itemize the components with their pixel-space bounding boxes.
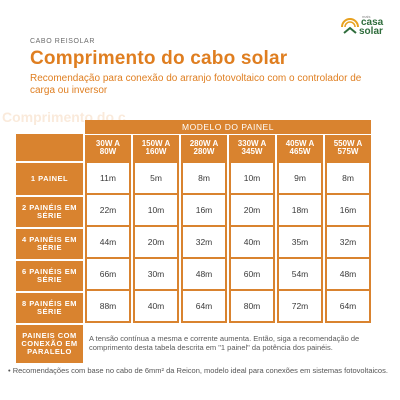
cell-value: 80m: [229, 291, 275, 323]
cell-value: 5m: [133, 161, 179, 195]
row-label: 4 PAINÉIS EM SÉRIE: [16, 227, 83, 259]
row-label: 8 PAINÉIS EM SÉRIE: [16, 291, 83, 323]
footnote: • Recomendações com base no cabo de 6mm²…: [8, 366, 388, 375]
cell-value: 88m: [85, 291, 131, 323]
panel-model-header: MODELO DO PAINEL: [85, 120, 371, 134]
column-header: 150W A 160W: [133, 134, 179, 161]
cell-value: 16m: [325, 195, 371, 227]
sun-house-icon: [341, 18, 359, 34]
row-label: 6 PAINÉIS EM SÉRIE: [16, 259, 83, 291]
cell-value: 9m: [277, 161, 323, 195]
row-label: 2 PAINÉIS EM SÉRIE: [16, 195, 83, 227]
brand-tag: CABO REISOLAR: [30, 38, 95, 45]
cell-value: 20m: [133, 227, 179, 259]
table-row: 2 PAINÉIS EM SÉRIE 22m 10m 16m 20m 18m 16…: [16, 195, 371, 227]
column-header: 550W A 575W: [325, 134, 371, 161]
cell-value: 48m: [325, 259, 371, 291]
cell-value: 11m: [85, 161, 131, 195]
table-corner: [16, 120, 83, 134]
parallel-label: PAINEIS COM CONEXÃO EM PARALELO: [16, 323, 83, 363]
logo-word-small: mais: [362, 14, 371, 19]
cell-value: 20m: [229, 195, 275, 227]
cell-value: 10m: [133, 195, 179, 227]
table-row: 1 PAINEL 11m 5m 8m 10m 9m 8m: [16, 161, 371, 195]
cell-value: 16m: [181, 195, 227, 227]
cell-value: 32m: [181, 227, 227, 259]
cell-value: 8m: [181, 161, 227, 195]
cell-value: 10m: [229, 161, 275, 195]
column-header: 280W A 280W: [181, 134, 227, 161]
cell-value: 66m: [85, 259, 131, 291]
cell-value: 60m: [229, 259, 275, 291]
cell-value: 40m: [133, 291, 179, 323]
table-row: 4 PAINÉIS EM SÉRIE 44m 20m 32m 40m 35m 32…: [16, 227, 371, 259]
table-row: 8 PAINÉIS EM SÉRIE 88m 40m 64m 80m 72m 64…: [16, 291, 371, 323]
cell-value: 8m: [325, 161, 371, 195]
logo-word-casa: casa: [361, 17, 384, 28]
cell-value: 64m: [181, 291, 227, 323]
cell-value: 64m: [325, 291, 371, 323]
cell-value: 22m: [85, 195, 131, 227]
column-header: 330W A 345W: [229, 134, 275, 161]
row-label: 1 PAINEL: [16, 161, 83, 195]
column-header: 30W A 80W: [85, 134, 131, 161]
cell-value: 35m: [277, 227, 323, 259]
column-header: 405W A 465W: [277, 134, 323, 161]
casa-solar-logo: mais casa solar: [340, 13, 392, 41]
cell-value: 18m: [277, 195, 323, 227]
cell-value: 72m: [277, 291, 323, 323]
logo-word-solar: solar: [359, 26, 383, 37]
page-subtitle: Recomendação para conexão do arranjo fot…: [30, 73, 362, 96]
parallel-note: A tensão contínua a mesma e corrente aum…: [89, 334, 360, 352]
cell-value: 40m: [229, 227, 275, 259]
cell-value: 48m: [181, 259, 227, 291]
cable-length-table: MODELO DO PAINEL 30W A 80W 150W A 160W 280…: [14, 120, 373, 363]
page-title: Comprimento do cabo solar: [30, 48, 288, 69]
table-corner-lower: [16, 134, 83, 161]
cell-value: 44m: [85, 227, 131, 259]
cell-value: 54m: [277, 259, 323, 291]
parallel-row: PAINEIS COM CONEXÃO EM PARALELO A tensão c…: [16, 323, 371, 363]
cell-value: 32m: [325, 227, 371, 259]
table-row: 6 PAINÉIS EM SÉRIE 66m 30m 48m 60m 54m 48…: [16, 259, 371, 291]
cell-value: 30m: [133, 259, 179, 291]
